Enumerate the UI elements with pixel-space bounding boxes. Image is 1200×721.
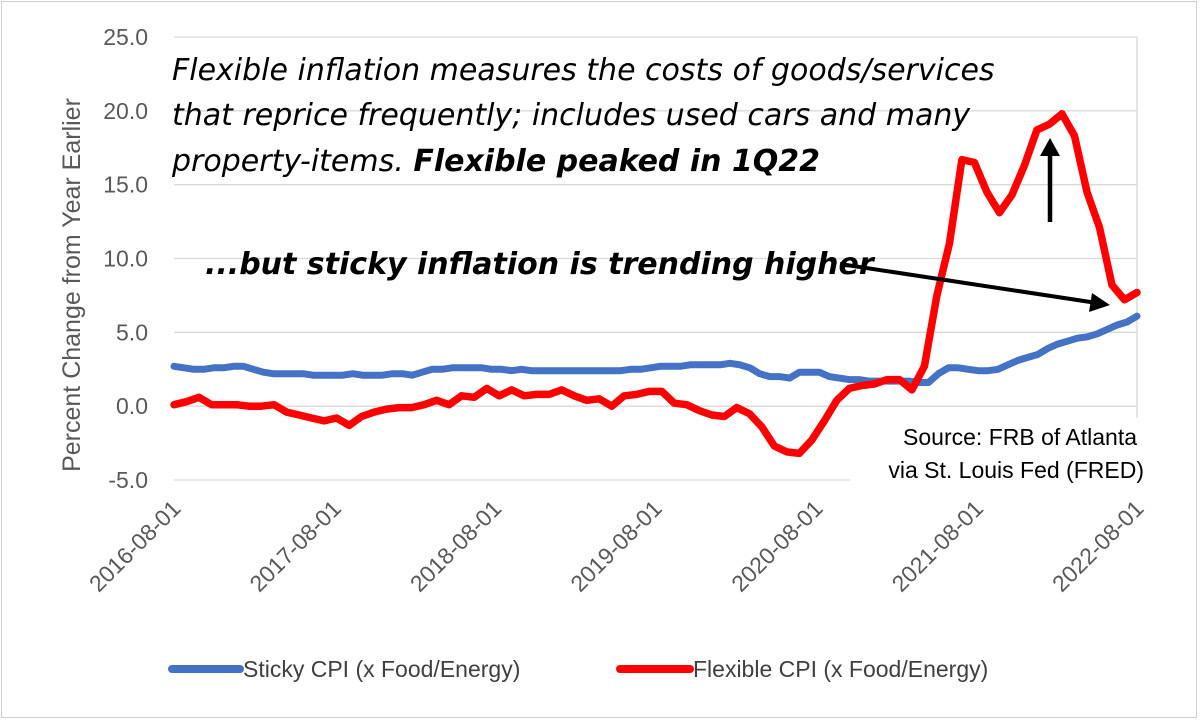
- y-tick-label: 0.0: [116, 393, 148, 419]
- x-tick-label: 2021-08-01: [887, 495, 989, 597]
- source-box: [850, 418, 1155, 490]
- series-line-flexible: [170, 110, 1141, 458]
- source-line-1: Source: FRB of Atlanta: [903, 424, 1137, 450]
- x-tick-label: 2018-08-01: [405, 495, 507, 597]
- annotation-line-3-regular: property-items.: [171, 144, 413, 179]
- y-axis-ticks: -5.0 0.0 5.0 10.0 15.0 20.0 25.0: [103, 24, 148, 493]
- y-tick-label: 10.0: [103, 246, 148, 272]
- x-axis-ticks: 2016-08-01 2017-08-01 2018-08-01 2019-08-01…: [84, 495, 1149, 597]
- sticky-arrow-head: [1089, 293, 1110, 312]
- series-lines: [170, 110, 1141, 458]
- peak-arrow-head: [1040, 138, 1060, 156]
- x-tick-label: 2016-08-01: [84, 495, 186, 597]
- series-line-sticky: [170, 312, 1141, 386]
- annotation-line-1: Flexible inflation measures the costs of…: [172, 53, 995, 88]
- annotation-line-3: property-items. Flexible peaked in 1Q22: [171, 144, 820, 179]
- y-tick-label: 5.0: [116, 319, 148, 345]
- y-axis-label: Percent Change from Year Earlier: [58, 98, 86, 472]
- y-tick-label: 25.0: [103, 24, 148, 50]
- y-tick-label: 20.0: [103, 98, 148, 124]
- annotation-line-2: that reprice frequently; includes used c…: [172, 98, 971, 133]
- source-line-2: via St. Louis Fed (FRED): [888, 457, 1144, 483]
- legend-label-sticky: Sticky CPI (x Food/Energy): [243, 656, 520, 682]
- sticky-arrow-shaft: [839, 262, 1098, 305]
- legend-label-flexible: Flexible CPI (x Food/Energy): [693, 656, 988, 682]
- legend: Sticky CPI (x Food/Energy) Flexible CPI …: [168, 656, 988, 682]
- y-tick-label: 15.0: [103, 172, 148, 198]
- annotation-line-3-bold: Flexible peaked in 1Q22: [413, 144, 820, 179]
- x-tick-label: 2017-08-01: [244, 495, 346, 597]
- x-tick-label: 2022-08-01: [1047, 495, 1149, 597]
- x-tick-label: 2019-08-01: [565, 495, 667, 597]
- y-tick-label: -5.0: [108, 467, 148, 493]
- annotation-sticky-note: ...but sticky inflation is trending high…: [205, 247, 876, 282]
- x-tick-label: 2020-08-01: [726, 495, 828, 597]
